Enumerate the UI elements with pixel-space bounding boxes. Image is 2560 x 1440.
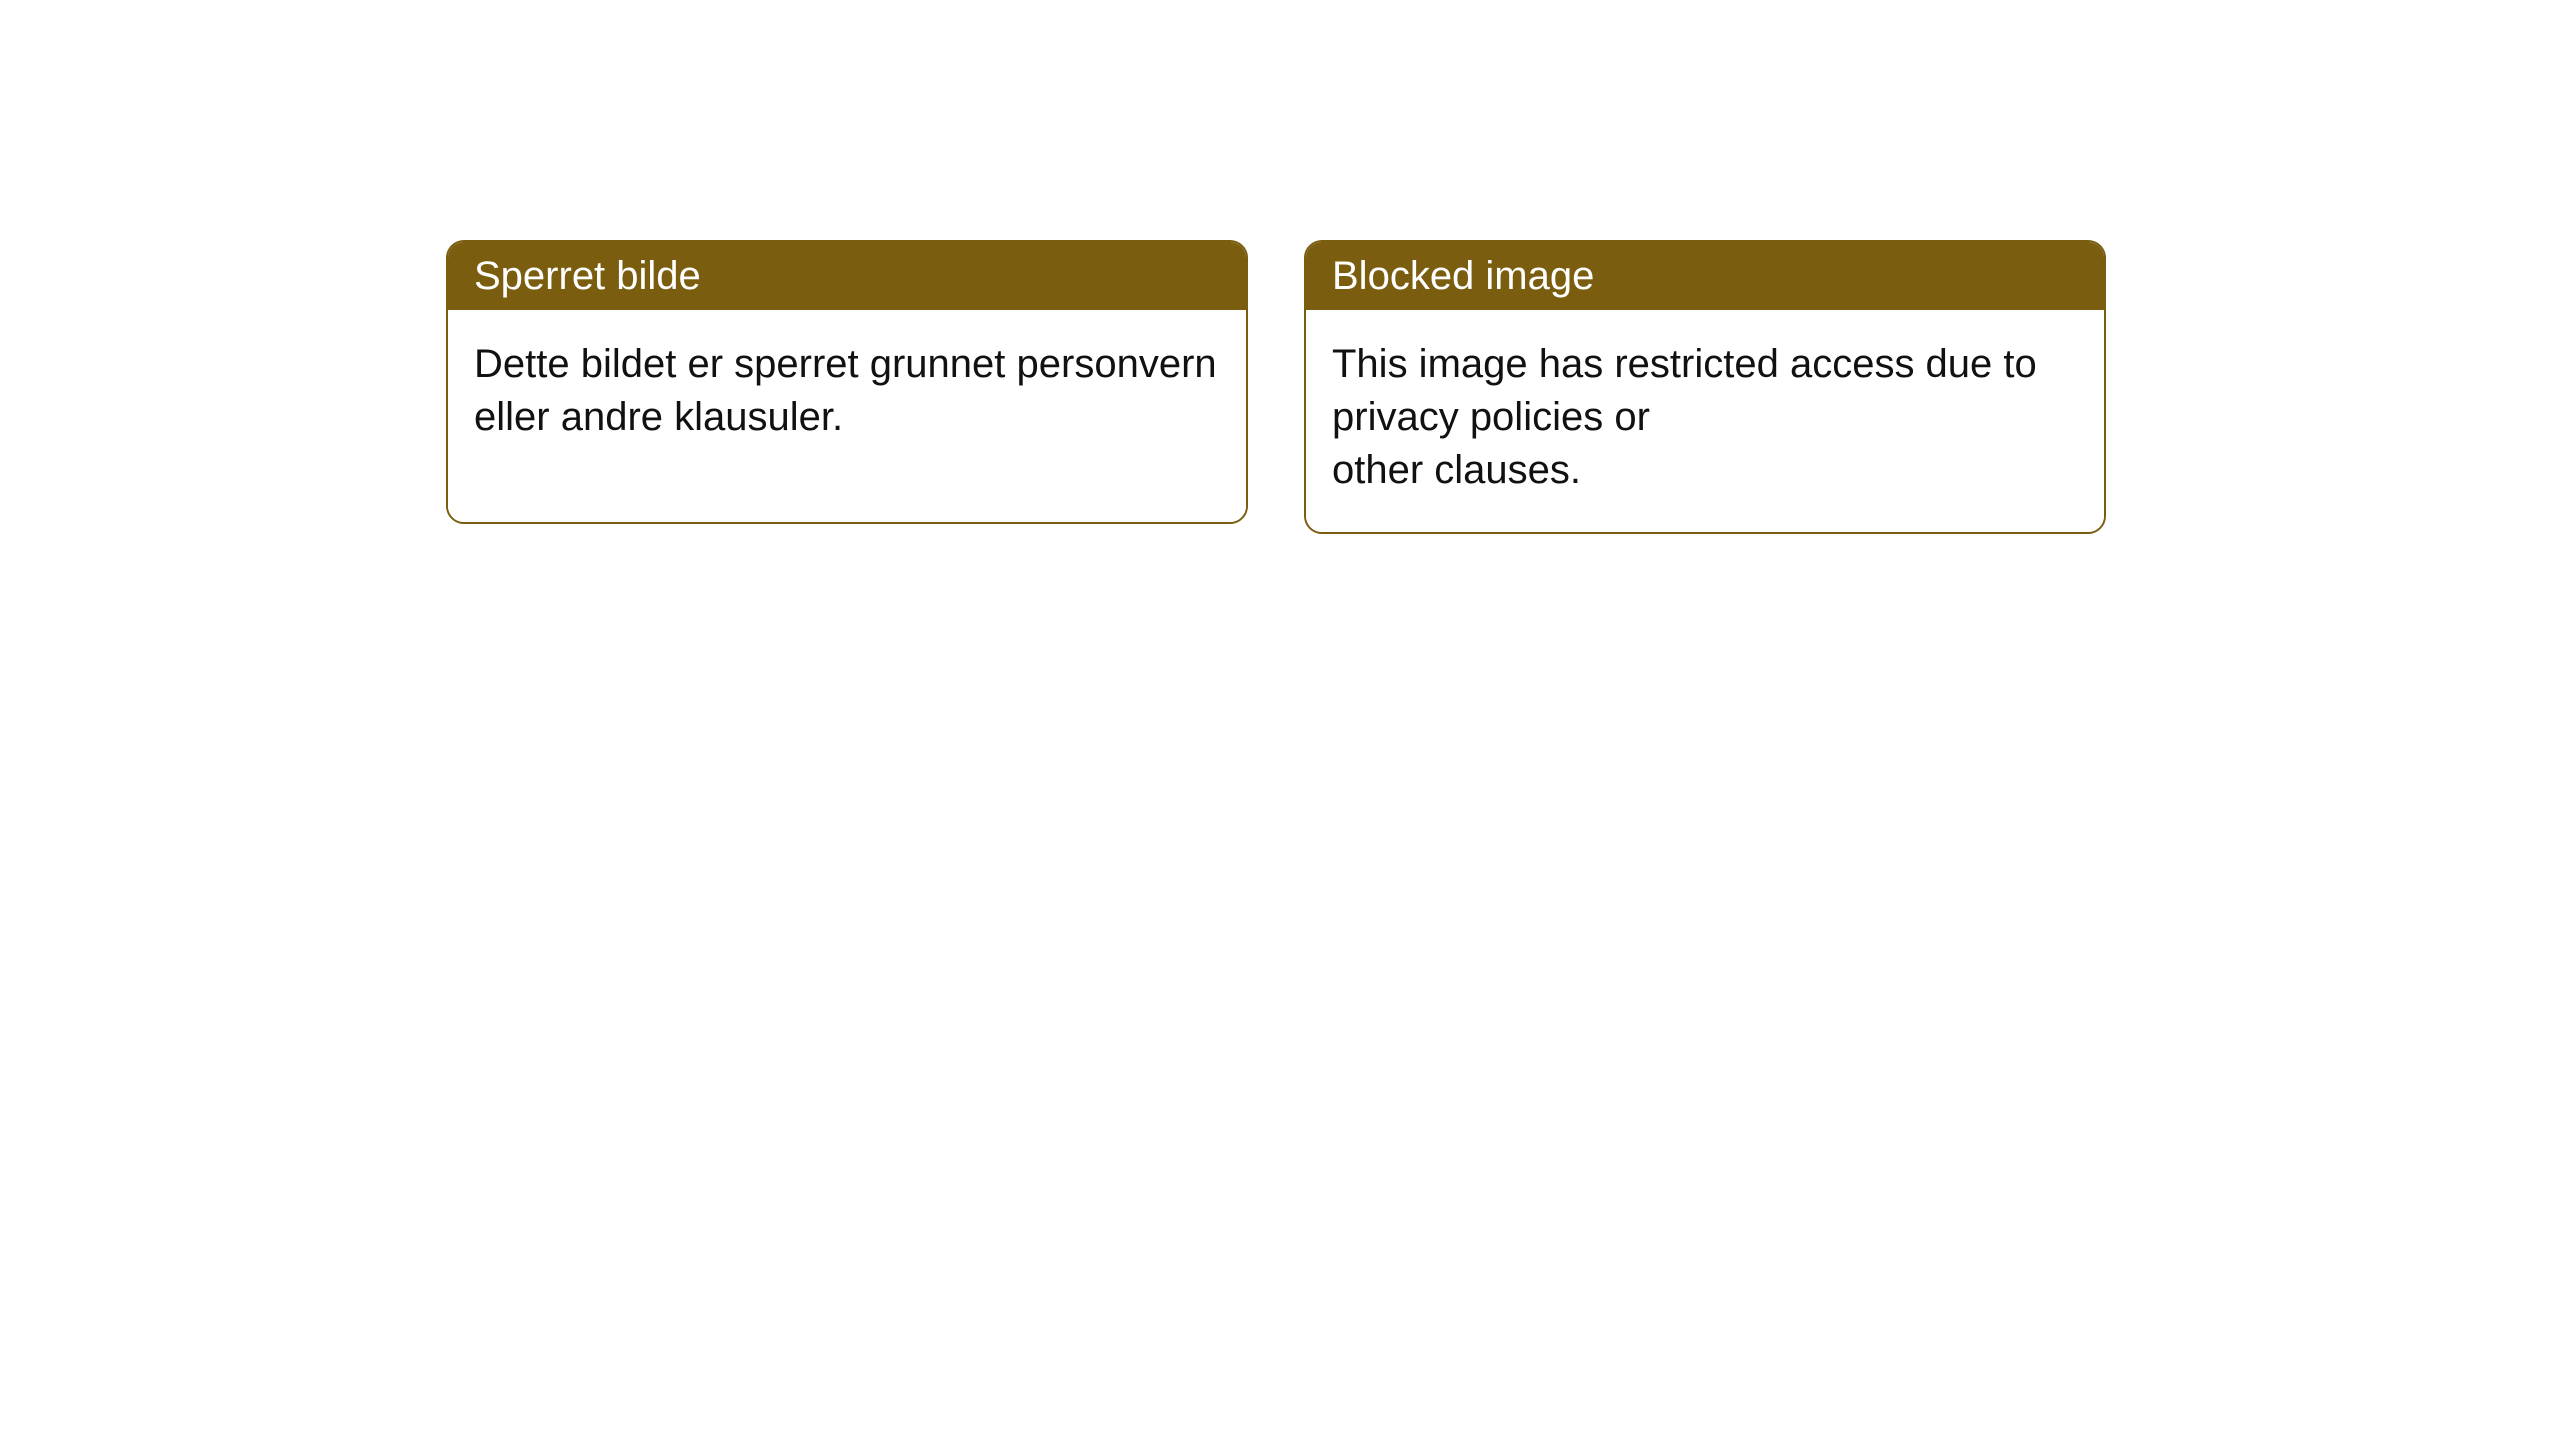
blocked-image-card-en: Blocked image This image has restricted … — [1304, 240, 2106, 534]
card-header: Sperret bilde — [448, 242, 1246, 310]
cards-container: Sperret bilde Dette bildet er sperret gr… — [0, 0, 2560, 534]
blocked-image-card-no: Sperret bilde Dette bildet er sperret gr… — [446, 240, 1248, 524]
card-header: Blocked image — [1306, 242, 2104, 310]
card-body: Dette bildet er sperret grunnet personve… — [448, 310, 1246, 522]
card-body: This image has restricted access due to … — [1306, 310, 2104, 532]
